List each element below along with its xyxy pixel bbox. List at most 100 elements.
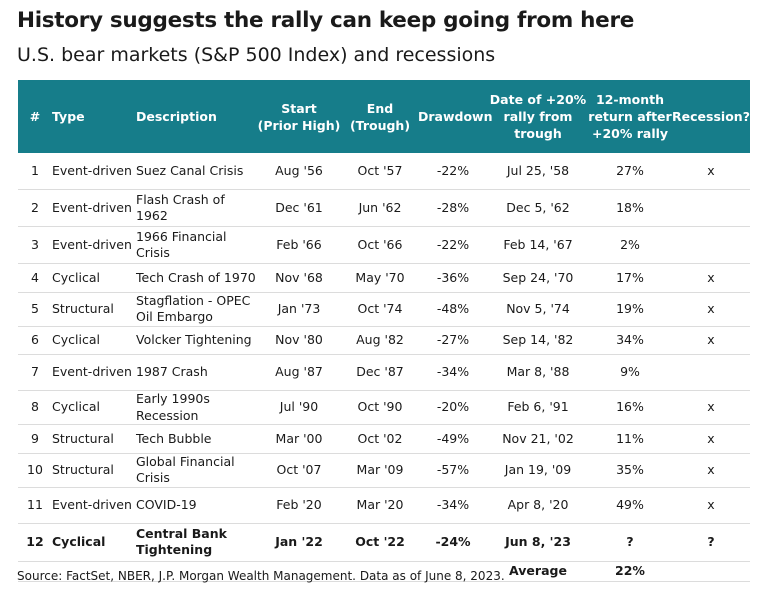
col-header-end-line2: (Trough) <box>349 117 411 133</box>
col-header-start: Start (Prior High) <box>256 80 342 153</box>
cell-drawdown: -28% <box>418 189 488 227</box>
cell-recession <box>672 354 750 391</box>
cell-rally-date: Apr 8, '20 <box>488 487 588 524</box>
cell-num: 10 <box>18 453 52 488</box>
cell-end: Oct '02 <box>342 424 418 454</box>
cell-recession: x <box>672 424 750 454</box>
cell-rally-date: Jan 19, '09 <box>488 453 588 488</box>
cell-start: Nov '68 <box>256 263 342 293</box>
cell-description-line1: Central Bank <box>136 525 227 541</box>
cell-rally-date: Nov 21, '02 <box>488 424 588 454</box>
table-row: 7 Event-driven 1987 Crash Aug '87 Dec '8… <box>18 354 750 391</box>
cell-description-line2: Recession <box>136 407 199 423</box>
cell-type: Cyclical <box>52 263 136 293</box>
cell-end: Mar '09 <box>342 453 418 488</box>
cell-num: 1 <box>18 153 52 190</box>
cell-drawdown: -27% <box>418 326 488 355</box>
col-header-start-line2: (Prior High) <box>257 117 341 133</box>
cell-description: Volcker Tightening <box>136 326 256 355</box>
col-header-return-line2: return after <box>588 109 672 124</box>
cell-end: Oct '22 <box>342 523 418 562</box>
table-row: 3 Event-driven 1966 Financial Crisis Feb … <box>18 226 750 264</box>
cell-description: Flash Crash of 1962 <box>136 189 256 227</box>
cell-start: Jan '73 <box>256 292 342 327</box>
cell-end: May '70 <box>342 263 418 293</box>
cell-end: Dec '87 <box>342 354 418 391</box>
cell-recession: x <box>672 326 750 355</box>
cell-num: 4 <box>18 263 52 293</box>
cell-recession: x <box>672 153 750 190</box>
cell-drawdown: -34% <box>418 487 488 524</box>
table-row: 1 Event-driven Suez Canal Crisis Aug '56… <box>18 153 750 190</box>
cell-description: Early 1990s Recession <box>136 390 256 425</box>
cell-type: Cyclical <box>52 326 136 355</box>
cell-num: 6 <box>18 326 52 355</box>
cell-type: Structural <box>52 424 136 454</box>
cell-description: 1966 Financial Crisis <box>136 226 256 264</box>
cell-description-line2: Oil Embargo <box>136 309 213 324</box>
source-note: Source: FactSet, NBER, J.P. Morgan Wealt… <box>17 569 505 583</box>
cell-end: Oct '57 <box>342 153 418 190</box>
col-header-rally-line2: rally from <box>503 109 573 124</box>
cell-drawdown: -20% <box>418 390 488 425</box>
col-header-end: End (Trough) <box>342 80 418 153</box>
cell-start: Feb '66 <box>256 226 342 264</box>
cell-type: Event-driven <box>52 153 136 190</box>
average-value: 22% <box>588 561 672 582</box>
page-subtitle: U.S. bear markets (S&P 500 Index) and re… <box>17 44 496 66</box>
bear-markets-table: # Type Description Start (Prior High) End… <box>18 80 750 582</box>
cell-return: 17% <box>588 263 672 293</box>
cell-return: 19% <box>588 292 672 327</box>
cell-start: Feb '20 <box>256 487 342 524</box>
cell-num: 3 <box>18 226 52 264</box>
cell-return: 16% <box>588 390 672 425</box>
cell-description-line1: Stagflation - OPEC <box>136 292 251 308</box>
cell-return: 18% <box>588 189 672 227</box>
cell-drawdown: -22% <box>418 226 488 264</box>
col-header-rally-date: Date of +20% rally from trough <box>488 80 588 153</box>
cell-rally-date: Feb 14, '67 <box>488 226 588 264</box>
cell-description: Tech Bubble <box>136 424 256 454</box>
page-title: History suggests the rally can keep goin… <box>17 8 635 33</box>
cell-num: 8 <box>18 390 52 425</box>
cell-description: Central Bank Tightening <box>136 523 256 562</box>
cell-return: 35% <box>588 453 672 488</box>
cell-rally-date: Mar 8, '88 <box>488 354 588 391</box>
cell-drawdown: -36% <box>418 263 488 293</box>
cell-drawdown: -49% <box>418 424 488 454</box>
cell-drawdown: -34% <box>418 354 488 391</box>
cell-return: 49% <box>588 487 672 524</box>
cell-recession <box>672 226 750 264</box>
cell-return: 11% <box>588 424 672 454</box>
cell-description-line2: Crisis <box>136 245 170 260</box>
average-row: Average 22% <box>18 561 750 582</box>
cell-start: Aug '56 <box>256 153 342 190</box>
cell-num: 9 <box>18 424 52 454</box>
cell-type: Event-driven <box>52 487 136 524</box>
cell-description: Stagflation - OPEC Oil Embargo <box>136 292 256 327</box>
cell-recession: x <box>672 453 750 488</box>
cell-num: 11 <box>18 487 52 524</box>
cell-description-line1: Global Financial <box>136 453 235 469</box>
table-row: 2 Event-driven Flash Crash of 1962 Dec '… <box>18 189 750 227</box>
cell-drawdown: -48% <box>418 292 488 327</box>
cell-end: Aug '82 <box>342 326 418 355</box>
col-header-recession: Recession? <box>672 80 750 153</box>
cell-drawdown: -24% <box>418 523 488 562</box>
average-label: Average <box>488 561 588 582</box>
cell-num: 7 <box>18 354 52 391</box>
cell-num: 2 <box>18 189 52 227</box>
col-header-return-line3: +20% rally <box>591 126 669 141</box>
cell-num: 5 <box>18 292 52 327</box>
cell-return: ? <box>588 523 672 562</box>
table-row: 4 Cyclical Tech Crash of 1970 Nov '68 Ma… <box>18 263 750 293</box>
cell-recession <box>672 189 750 227</box>
cell-return: 9% <box>588 354 672 391</box>
cell-start: Dec '61 <box>256 189 342 227</box>
cell-description: Tech Crash of 1970 <box>136 263 256 293</box>
cell-type: Cyclical <box>52 523 136 562</box>
cell-description-line2: Tightening <box>136 542 213 557</box>
cell-description: Suez Canal Crisis <box>136 153 256 190</box>
cell-type: Structural <box>52 453 136 488</box>
table-row: 10 Structural Global Financial Crisis Oct… <box>18 453 750 488</box>
